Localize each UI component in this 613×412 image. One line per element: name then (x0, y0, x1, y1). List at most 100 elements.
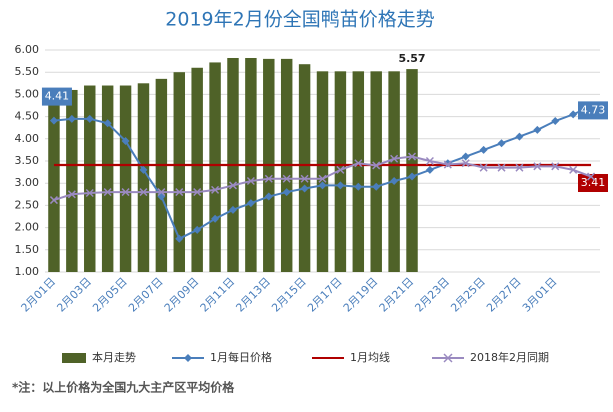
x-tick-label: 2月15日 (269, 275, 309, 315)
legend-marker (184, 354, 192, 362)
marker (139, 165, 148, 174)
marker (551, 117, 560, 126)
bar (84, 85, 96, 273)
marker (318, 174, 327, 183)
label-box (578, 101, 608, 120)
marker (479, 163, 488, 172)
marker (533, 162, 542, 171)
bar (298, 64, 311, 272)
legend-label: 2018年2月同期 (470, 350, 549, 364)
bar (370, 71, 382, 272)
marker (211, 214, 220, 223)
marker (103, 188, 112, 197)
x-tick-label: 2月21日 (377, 275, 417, 315)
label-box (578, 173, 608, 192)
x-tick-label: 2月13日 (233, 275, 273, 315)
marker (515, 132, 524, 141)
marker (85, 188, 94, 197)
x-tick-label: 2月27日 (484, 275, 524, 315)
footnote: *注：以上价格为全国九大主产区平均价格 (12, 380, 235, 395)
bar (352, 71, 365, 272)
bar (191, 67, 203, 272)
x-tick-label: 2月09日 (162, 275, 202, 315)
legend-label: 1月每日价格 (210, 350, 272, 364)
marker (569, 110, 578, 119)
label-box (41, 87, 72, 106)
marker (246, 176, 255, 186)
marker (49, 196, 58, 205)
marker (497, 139, 506, 148)
marker (211, 185, 220, 194)
data-label: 4.73 (581, 103, 606, 116)
y-tick-label: 4.00 (15, 132, 40, 145)
x-tick-label: 2月01日 (19, 275, 59, 315)
marker (264, 174, 273, 183)
bar (137, 83, 150, 272)
marker (408, 172, 417, 181)
marker (390, 176, 399, 185)
bar (66, 89, 78, 273)
y-tick-label: 4.50 (15, 110, 40, 123)
marker (282, 188, 291, 197)
marker (497, 163, 506, 172)
marker (246, 199, 255, 208)
marker (121, 137, 130, 146)
marker (461, 159, 470, 168)
legend-label: 1月均线 (350, 350, 390, 364)
bar (119, 85, 132, 273)
x-tick-label: 2月03日 (54, 275, 94, 315)
data-label: 3.41 (581, 176, 606, 189)
y-tick-label: 3.50 (15, 154, 40, 167)
bar (406, 69, 418, 272)
y-tick-label: 5.50 (15, 65, 40, 78)
legend-swatch (62, 353, 86, 363)
marker (461, 152, 470, 161)
marker (264, 192, 273, 201)
marker (425, 165, 434, 174)
x-tick-label: 2月11日 (198, 275, 238, 315)
y-tick-label: 5.00 (15, 87, 40, 100)
marker (85, 114, 94, 123)
marker (479, 145, 488, 154)
marker (587, 172, 596, 181)
marker (300, 174, 309, 183)
marker (354, 182, 363, 191)
bar (388, 71, 400, 272)
x-tick-label: 3月01日 (520, 275, 560, 315)
bar (173, 72, 186, 272)
bar (209, 62, 221, 272)
bar (101, 85, 114, 273)
x-tick-label: 2月07日 (126, 275, 166, 315)
marker (193, 188, 202, 197)
marker (569, 165, 578, 174)
y-tick-label: 1.00 (15, 265, 40, 278)
marker (300, 184, 309, 193)
y-tick-label: 3.00 (15, 176, 40, 189)
marker (139, 188, 148, 197)
marker (336, 181, 345, 190)
marker (175, 188, 184, 197)
marker (372, 182, 381, 191)
bar (155, 78, 168, 272)
x-tick-label: 2月19日 (341, 275, 381, 315)
marker (443, 160, 452, 169)
data-label: 4.41 (45, 90, 70, 103)
legend-label: 本月走势 (92, 350, 136, 364)
marker (67, 114, 76, 123)
y-tick-label: 6.00 (15, 43, 40, 56)
marker (228, 205, 237, 214)
marker (49, 116, 58, 125)
legend-marker (443, 353, 453, 363)
x-tick-label: 2月05日 (90, 275, 130, 315)
marker (157, 188, 166, 197)
x-tick-label: 2月23日 (412, 275, 452, 315)
marker (390, 154, 399, 163)
data-label: 5.57 (398, 52, 425, 65)
y-tick-label: 2.50 (15, 198, 40, 211)
marker (318, 181, 327, 190)
y-tick-label: 1.50 (15, 243, 40, 256)
x-tick-label: 2月17日 (305, 275, 345, 315)
y-tick-label: 2.00 (15, 221, 40, 234)
marker (282, 174, 291, 183)
